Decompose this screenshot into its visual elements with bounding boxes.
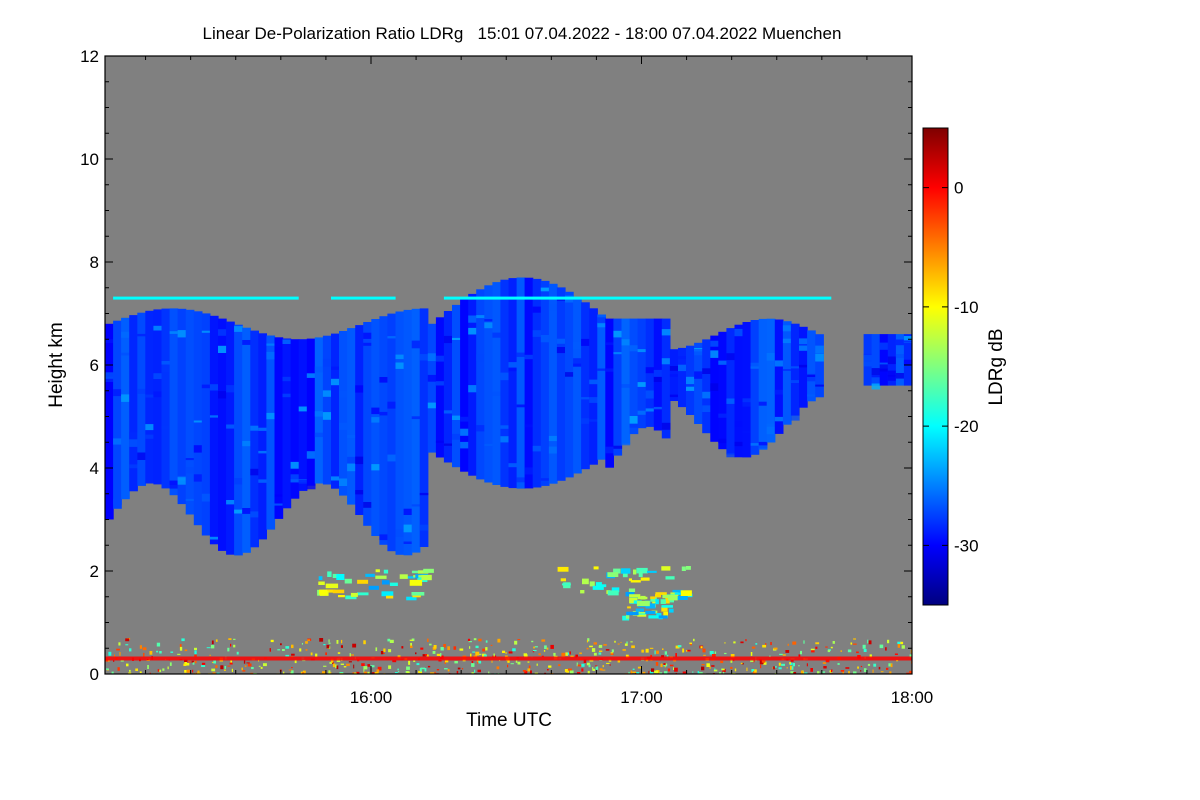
- colorbar-tick-label: -30: [954, 536, 979, 555]
- chart-title: Linear De-Polarization Ratio LDRg 15:01 …: [203, 24, 842, 43]
- artifact-line: [113, 296, 832, 300]
- x-axis: 16:00 17:00 18:00: [145, 56, 934, 707]
- y-axis-label: Height km: [46, 322, 67, 408]
- y-tick-label: 12: [80, 47, 99, 66]
- y-tick-label: 0: [90, 665, 99, 684]
- y-tick-label: 6: [90, 356, 99, 375]
- x-tick-label: 16:00: [350, 688, 393, 707]
- x-tick-label: 18:00: [891, 688, 934, 707]
- colorbar-tick-label: 0: [954, 179, 963, 198]
- y-tick-label: 10: [80, 150, 99, 169]
- y-tick-label: 2: [90, 562, 99, 581]
- colorbar: [922, 127, 949, 606]
- y-tick-label: 8: [90, 253, 99, 272]
- colorbar-label: LDRg dB: [986, 328, 1007, 405]
- y-tick-label: 4: [90, 459, 99, 478]
- colorbar-tick-label: -20: [954, 417, 979, 436]
- colorbar-tick-label: -10: [954, 298, 979, 317]
- y-axis: 0 2 4 6 8 10 12: [80, 47, 912, 684]
- x-axis-label: Time UTC: [466, 710, 552, 731]
- data-layers: [105, 277, 912, 674]
- x-tick-label: 17:00: [620, 688, 663, 707]
- colorbar-ticks: 0 -10 -20 -30: [923, 179, 979, 555]
- cirrus-cloud-layer: [105, 277, 912, 556]
- boundary-layer-aerosol: [317, 566, 693, 621]
